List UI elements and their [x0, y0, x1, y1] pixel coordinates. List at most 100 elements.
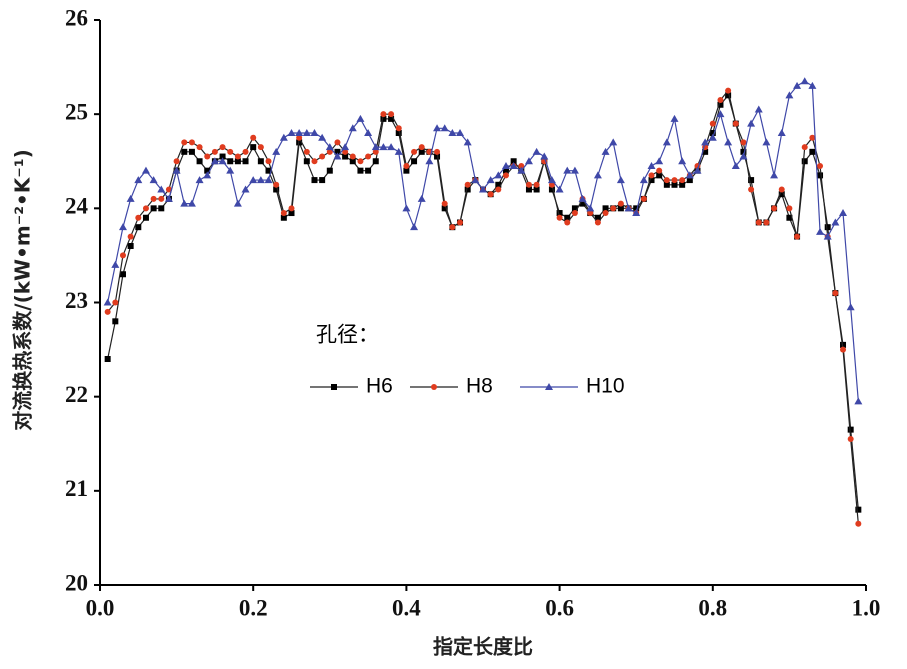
data-point: [532, 147, 541, 155]
data-point: [685, 171, 694, 179]
data-point: [210, 157, 219, 165]
data-point: [295, 129, 304, 136]
data-point: [318, 133, 327, 141]
data-point: [104, 308, 111, 315]
legend-label: H8: [466, 375, 493, 398]
data-point: [671, 181, 678, 188]
data-point: [594, 214, 601, 221]
data-point: [609, 138, 618, 146]
data-point: [463, 138, 472, 146]
data-point: [702, 148, 709, 155]
data-point: [709, 130, 716, 136]
data-point: [846, 303, 855, 311]
data-point: [173, 158, 180, 165]
data-point: [708, 133, 717, 141]
data-point: [334, 148, 341, 155]
data-point: [218, 157, 227, 165]
data-point: [296, 134, 303, 141]
data-point: [196, 158, 203, 165]
data-point: [570, 166, 579, 174]
data-point: [227, 158, 234, 165]
data-point: [817, 172, 824, 179]
data-point: [547, 176, 556, 184]
data-point: [303, 158, 310, 165]
x-tick-label: 1.0: [852, 595, 881, 620]
data-point: [486, 176, 495, 184]
data-point: [310, 129, 319, 136]
legend-marker: [545, 383, 553, 390]
data-point: [181, 148, 188, 155]
data-point: [288, 210, 295, 217]
y-tick-label: 20: [65, 570, 88, 595]
data-point: [326, 148, 333, 155]
data-point: [610, 205, 617, 212]
data-point: [678, 157, 687, 165]
data-point: [717, 101, 724, 108]
data-point: [402, 204, 411, 212]
data-point: [188, 148, 195, 155]
data-point: [388, 111, 395, 118]
data-point: [778, 186, 785, 193]
data-point: [578, 194, 587, 202]
data-point: [656, 167, 663, 174]
data-point: [648, 172, 655, 179]
data-point: [624, 204, 633, 212]
legend-label: H6: [366, 375, 393, 398]
y-tick-label: 25: [65, 99, 88, 124]
data-point: [824, 224, 831, 231]
data-point: [725, 92, 732, 99]
data-point: [762, 138, 771, 146]
data-point: [840, 346, 847, 353]
data-point: [801, 144, 808, 151]
data-point: [319, 153, 326, 160]
data-point: [249, 176, 258, 184]
data-point: [717, 97, 724, 104]
data-point: [104, 356, 111, 362]
data-point: [349, 158, 356, 165]
legend-label: H10: [586, 375, 625, 398]
data-point: [211, 148, 218, 155]
data-point: [119, 252, 126, 259]
data-point: [142, 214, 149, 221]
data-point: [149, 176, 158, 184]
data-point: [333, 152, 342, 160]
data-point: [103, 298, 112, 306]
data-point: [325, 143, 334, 151]
data-point: [540, 152, 549, 160]
data-point: [510, 158, 517, 165]
data-point: [448, 129, 457, 136]
data-point: [187, 199, 196, 207]
data-point: [670, 114, 679, 122]
data-point: [839, 209, 848, 217]
data-point: [111, 260, 120, 268]
data-point: [662, 138, 671, 146]
data-point: [127, 243, 134, 249]
data-point: [800, 77, 809, 85]
data-point: [158, 195, 165, 202]
data-point: [617, 205, 624, 212]
data-point: [748, 186, 755, 193]
data-point: [227, 148, 234, 155]
data-point: [656, 172, 663, 179]
data-point: [303, 148, 310, 155]
data-point: [495, 186, 502, 193]
data-point: [816, 227, 825, 235]
data-point: [135, 214, 142, 221]
data-point: [548, 186, 555, 193]
data-point: [127, 233, 134, 240]
data-point: [279, 133, 288, 141]
data-point: [647, 161, 656, 169]
data-point: [434, 148, 441, 155]
data-point: [141, 166, 150, 174]
y-tick-label: 21: [65, 476, 88, 501]
data-point: [548, 181, 555, 188]
data-point: [188, 139, 195, 146]
data-point: [464, 186, 471, 193]
data-point: [411, 148, 418, 155]
data-point: [639, 176, 648, 184]
data-point: [433, 124, 442, 132]
data-point: [701, 138, 710, 146]
data-point: [564, 214, 571, 221]
series-line: [107, 80, 859, 402]
data-point: [372, 158, 379, 165]
